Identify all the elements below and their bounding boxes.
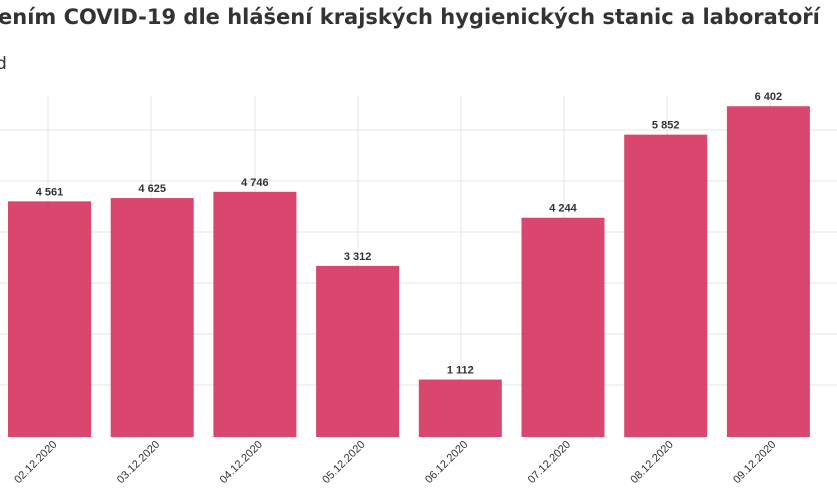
bar-value-label: 4 561	[36, 186, 64, 198]
bar-value-label: 1 112	[447, 365, 474, 377]
bar	[316, 265, 400, 437]
bar	[8, 201, 91, 437]
bar-value-label: 4 746	[241, 177, 269, 189]
x-tick-label: 06.12.2020	[423, 439, 470, 486]
bar-value-label: 4 625	[138, 183, 166, 195]
bar	[624, 134, 708, 437]
chart-subtitle: d	[0, 54, 7, 74]
bar-value-label: 4 244	[549, 203, 577, 215]
bar	[213, 191, 297, 437]
x-tick-label: 05.12.2020	[320, 439, 367, 486]
bar	[110, 198, 194, 437]
x-tick-label: 07.12.2020	[526, 439, 573, 486]
x-tick-label: 09.12.2020	[731, 439, 778, 486]
x-tick-label: 02.12.2020	[12, 439, 59, 486]
bar	[418, 379, 502, 437]
bar-value-label: 6 402	[755, 91, 783, 103]
x-tick-label: 08.12.2020	[628, 439, 675, 486]
bar-value-label: 3 312	[344, 251, 372, 263]
bar	[521, 217, 605, 437]
x-tick-label: 04.12.2020	[218, 439, 265, 486]
chart-title: ením COVID-19 dle hlášení krajských hygi…	[0, 5, 820, 29]
bar	[726, 106, 810, 437]
x-tick-label: 03.12.2020	[115, 439, 162, 486]
bar-value-label: 5 852	[652, 120, 680, 132]
